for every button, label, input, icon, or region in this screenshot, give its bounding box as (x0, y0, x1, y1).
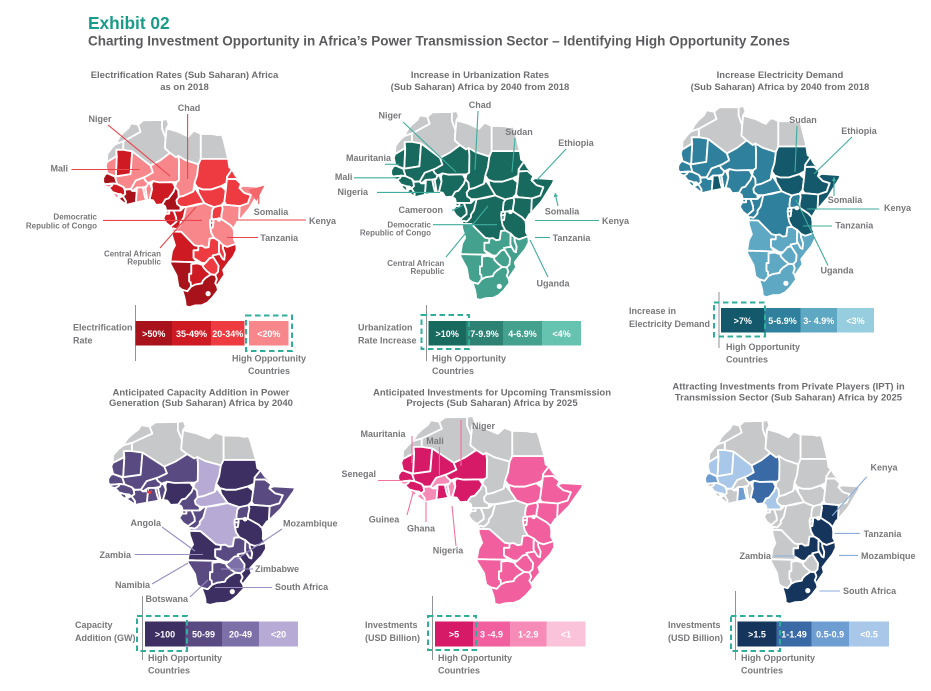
svg-text:Sudan: Sudan (505, 127, 533, 137)
svg-text:Chad: Chad (178, 103, 201, 113)
svg-text:Mali: Mali (335, 172, 353, 182)
svg-text:Niger: Niger (378, 111, 402, 121)
svg-text:Uganda: Uganda (820, 266, 854, 276)
svg-text:Senegal: Senegal (341, 469, 376, 479)
svg-text:Charting Investment Opportunit: Charting Investment Opportunity in Afric… (88, 34, 790, 49)
svg-text:Kenya: Kenya (871, 463, 899, 473)
svg-text:Niger: Niger (472, 421, 496, 431)
svg-text:Tanzania: Tanzania (864, 529, 903, 539)
svg-text:5-6.9%: 5-6.9% (768, 316, 797, 326)
svg-text:Ethiopia: Ethiopia (841, 126, 877, 136)
svg-text:<20: <20 (271, 630, 286, 640)
svg-text:Mozambique: Mozambique (861, 551, 916, 561)
svg-text:Somalia: Somalia (828, 195, 864, 205)
svg-text:Somalia: Somalia (254, 207, 290, 217)
svg-text:Tanzania: Tanzania (260, 233, 299, 243)
svg-text:>7%: >7% (734, 316, 752, 326)
svg-text:Mauritania: Mauritania (346, 153, 392, 163)
svg-text:Zimbabwe: Zimbabwe (255, 564, 299, 574)
svg-text:Nigeria: Nigeria (433, 546, 465, 556)
svg-text:7-9.9%: 7-9.9% (470, 329, 499, 339)
svg-text:Niger: Niger (88, 114, 112, 124)
svg-text:Chad: Chad (469, 100, 492, 110)
svg-text:Investments(USD Billion): Investments (USD Billion) (668, 620, 723, 643)
svg-text:Increase in Urbanization Rates: Increase in Urbanization Rates (Sub Sahar… (391, 70, 570, 93)
svg-text:Somalia: Somalia (545, 207, 581, 217)
svg-text:Kenya: Kenya (309, 216, 337, 226)
svg-text:Mauritania: Mauritania (360, 429, 406, 439)
svg-text:Ethiopia: Ethiopia (558, 138, 594, 148)
svg-text:50-99: 50-99 (192, 630, 215, 640)
svg-text:>10%: >10% (436, 329, 459, 339)
svg-text:Exhibit 02: Exhibit 02 (88, 13, 170, 33)
svg-text:<4%: <4% (552, 329, 570, 339)
svg-text:3- 4.9%: 3- 4.9% (803, 316, 834, 326)
svg-text:1-1.49: 1-1.49 (781, 630, 807, 640)
svg-text:Tanzania: Tanzania (835, 221, 874, 231)
svg-text:Kenya: Kenya (884, 203, 912, 213)
svg-text:0.5-0.9: 0.5-0.9 (816, 630, 844, 640)
svg-text:>5: >5 (449, 630, 459, 640)
svg-text:Sudan: Sudan (789, 115, 817, 125)
svg-text:Namibia: Namibia (115, 580, 151, 590)
svg-text:Zambia: Zambia (99, 550, 132, 560)
svg-text:Mali: Mali (426, 436, 444, 446)
svg-text:Uganda: Uganda (536, 279, 570, 289)
svg-text:Increase Electricity Demand(Su: Increase Electricity Demand (Sub Saharan)… (691, 70, 870, 93)
svg-text:<1: <1 (561, 630, 571, 640)
svg-text:South Africa: South Africa (843, 586, 897, 596)
svg-text:Guinea: Guinea (369, 515, 401, 525)
svg-text:<20%: <20% (257, 329, 280, 339)
svg-text:Electrification Rates (Sub Sah: Electrification Rates (Sub Saharan) Afri… (91, 70, 279, 93)
svg-text:20-34%: 20-34% (212, 329, 243, 339)
svg-text:Angola: Angola (131, 518, 162, 528)
svg-text:South Africa: South Africa (275, 582, 329, 592)
svg-text:Kenya: Kenya (602, 216, 630, 226)
svg-text:Mozambique: Mozambique (283, 519, 338, 529)
svg-text:Cameroon: Cameroon (398, 205, 443, 215)
svg-text:4-6.9%: 4-6.9% (508, 329, 537, 339)
svg-text:1-2.9: 1-2.9 (518, 630, 539, 640)
svg-text:Tanzania: Tanzania (553, 233, 592, 243)
svg-text:<3%: <3% (846, 316, 864, 326)
svg-text:3 -4.9: 3 -4.9 (480, 630, 503, 640)
svg-text:<0.5: <0.5 (860, 630, 878, 640)
svg-text:Botswana: Botswana (145, 594, 189, 604)
svg-text:Anticipated Investments for Up: Anticipated Investments for Upcoming Tra… (373, 388, 611, 410)
svg-text:Zambia: Zambia (739, 551, 772, 561)
svg-text:Ghana: Ghana (407, 524, 436, 534)
svg-text:Nigeria: Nigeria (337, 187, 369, 197)
svg-text:>50%: >50% (142, 329, 165, 339)
svg-text:Mali: Mali (50, 164, 68, 174)
svg-text:35-49%: 35-49% (176, 329, 207, 339)
svg-text:Attracting Investments from Pr: Attracting Investments from Private Play… (672, 382, 904, 404)
svg-text:>1.5: >1.5 (748, 630, 766, 640)
svg-text:Investments(USD Billion): Investments (USD Billion) (365, 620, 420, 643)
svg-text:20-49: 20-49 (229, 630, 252, 640)
svg-text:>100: >100 (155, 630, 175, 640)
svg-text:Anticipated Capacity Addition: Anticipated Capacity Addition in Power Ge… (109, 388, 293, 410)
